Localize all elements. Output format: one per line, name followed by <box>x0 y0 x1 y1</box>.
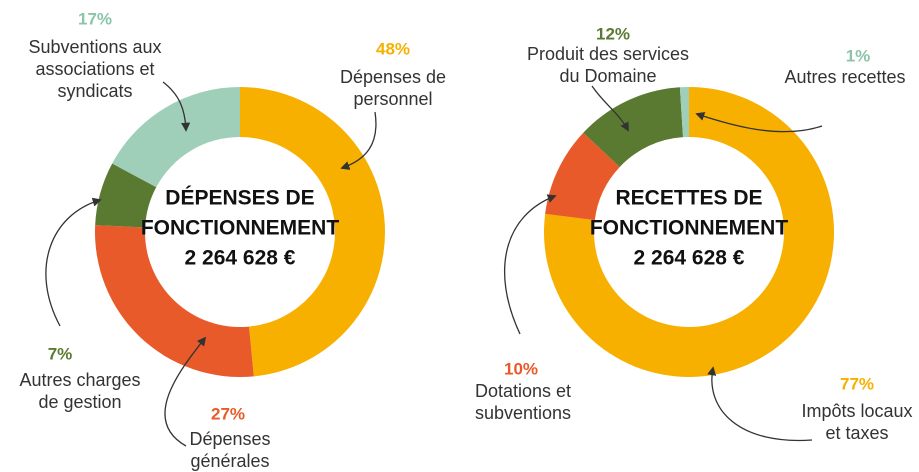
value-label: 10% <box>504 359 538 378</box>
value-label: 27% <box>211 404 245 423</box>
arrow <box>164 336 207 447</box>
category-label: du Domaine <box>559 66 656 86</box>
category-label: syndicats <box>57 81 132 101</box>
arrow <box>45 197 102 327</box>
donut-slice <box>112 87 240 188</box>
center-total: 2 264 628 € <box>634 247 745 270</box>
category-label: associations et <box>35 59 154 79</box>
center-title: DÉPENSES DE <box>165 187 314 210</box>
value-label: 12% <box>596 24 630 43</box>
donut-slice <box>543 87 835 377</box>
donut-slice <box>95 225 254 377</box>
arrow <box>503 194 557 335</box>
category-label: générales <box>190 451 269 471</box>
category-label: de gestion <box>38 392 121 412</box>
donut-slice <box>679 87 689 138</box>
arrow <box>707 366 813 442</box>
donut-slice <box>545 132 620 221</box>
value-label: 17% <box>78 9 112 28</box>
category-label: subventions <box>475 403 571 423</box>
arrow <box>340 111 377 170</box>
category-label: Produit des services <box>527 44 689 64</box>
center-title: RECETTES DE <box>615 187 762 210</box>
arrow <box>162 81 191 132</box>
category-label: Dépenses de <box>340 67 446 87</box>
donut-slice <box>583 87 684 167</box>
value-label: 77% <box>840 374 874 393</box>
category-label: Impôts locaux <box>801 401 912 421</box>
value-label: 7% <box>48 344 73 363</box>
center-total: 2 264 628 € <box>185 247 296 270</box>
category-label: Autres recettes <box>784 67 905 87</box>
donut-slice <box>95 163 157 228</box>
value-label: 1% <box>846 46 871 65</box>
category-label: Dotations et <box>475 381 571 401</box>
category-label: Subventions aux <box>28 37 161 57</box>
arrow <box>591 85 629 132</box>
category-label: Autres charges <box>19 370 140 390</box>
category-label: et taxes <box>825 423 888 443</box>
center-title: FONCTIONNEMENT <box>141 217 339 240</box>
category-label: Dépenses <box>189 429 270 449</box>
arrow <box>695 111 823 133</box>
category-label: personnel <box>353 89 432 109</box>
donut-slice <box>240 87 385 377</box>
value-label: 48% <box>376 39 410 58</box>
center-title: FONCTIONNEMENT <box>590 217 788 240</box>
